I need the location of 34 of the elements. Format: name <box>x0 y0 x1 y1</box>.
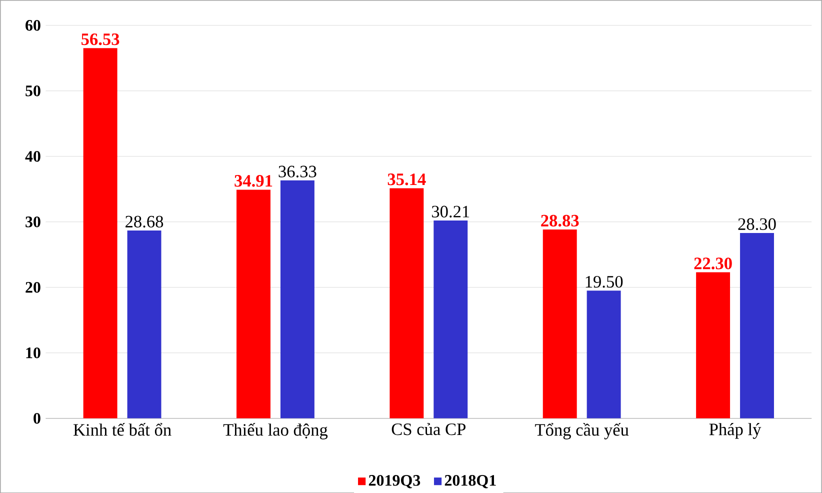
data-label: 22.30 <box>694 257 732 270</box>
data-label: 28.83 <box>541 214 579 226</box>
legend-label: 2018Q1 <box>444 474 496 488</box>
data-label: 56.53 <box>82 33 120 46</box>
bar <box>696 272 730 418</box>
bar <box>586 290 621 418</box>
x-tick-label: Pháp lý <box>709 422 762 439</box>
y-tick-label: 60 <box>26 20 40 31</box>
data-label: 19.50 <box>586 276 623 288</box>
data-label: 28.30 <box>738 218 776 230</box>
data-label: 34.91 <box>234 174 272 187</box>
bar <box>83 48 118 418</box>
y-tick-label: 0 <box>34 412 40 424</box>
data-label: 35.14 <box>388 173 426 186</box>
bar <box>740 232 774 418</box>
y-tick-label: 20 <box>26 282 40 293</box>
y-tick-label: 10 <box>26 347 40 358</box>
x-tick-label: Kinh tế bất ổn <box>73 422 172 436</box>
y-tick-label: 40 <box>25 150 40 162</box>
legend-label: 2019Q3 <box>368 474 420 488</box>
bar <box>280 180 314 418</box>
y-tick-label: 50 <box>26 85 40 96</box>
y-tick-label: 30 <box>26 216 40 228</box>
data-label: 36.33 <box>278 166 316 178</box>
data-label: 30.21 <box>432 206 470 218</box>
x-tick-label: Tổng cầu yếu <box>535 422 629 440</box>
x-tick-label: Thiếu lao động <box>223 422 328 440</box>
bar <box>236 190 270 418</box>
x-tick-label: CS của CP <box>392 422 466 435</box>
data-label: 28.68 <box>126 216 164 228</box>
bar <box>127 230 162 418</box>
bar <box>542 229 577 418</box>
bar <box>434 220 468 418</box>
bar <box>390 188 424 418</box>
